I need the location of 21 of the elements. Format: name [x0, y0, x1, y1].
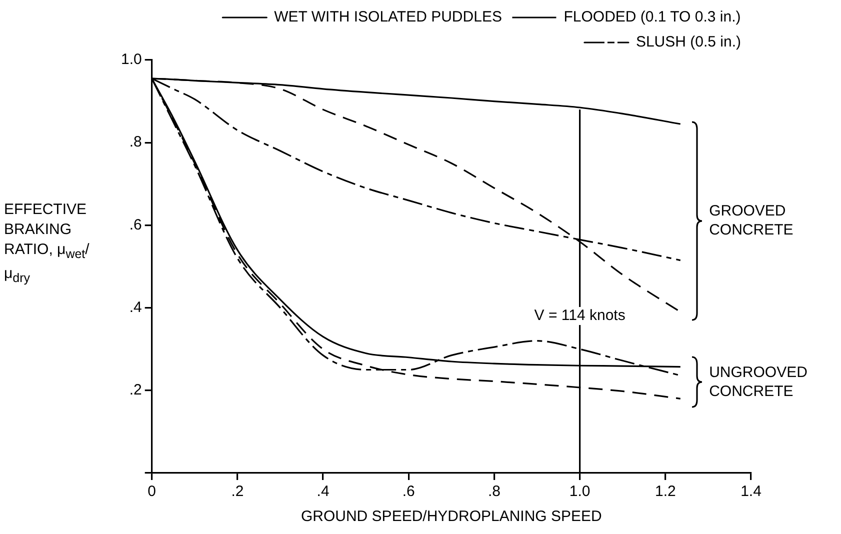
x-tick-label: 1.4 — [740, 483, 762, 500]
annotation: UNGROOVED CONCRETE — [709, 364, 808, 400]
legend-label: FLOODED (0.1 TO 0.3 in.) — [564, 8, 741, 26]
x-tick-label: 0 — [148, 483, 156, 500]
y-tick-label: .6 — [129, 216, 142, 234]
y-tick-label: .2 — [129, 382, 142, 399]
x-tick-label: .6 — [402, 483, 415, 500]
x-tick-label: 1.0 — [569, 483, 590, 500]
text: EFFECTIVE BRAKING RATIO, μ$_{wet}$/μ$_{dry}$ — [4, 201, 90, 285]
y-tick-label: .8 — [129, 134, 142, 151]
annotation: GROOVED CONCRETE — [709, 202, 794, 239]
x-axis-title: GROUND SPEED/HYDROPLANING SPEED — [300, 508, 602, 526]
legend-label: SLUSH (0.5 in.) — [636, 34, 742, 51]
annotation: V = 114 knots — [534, 307, 626, 324]
y-tick-label: 1.0 — [120, 51, 142, 68]
x-tick-label: 1.2 — [654, 483, 676, 500]
legend-label: WET WITH ISOLATED PUDDLES — [274, 8, 502, 26]
x-tick-label: .8 — [488, 483, 500, 500]
y-tick-label: .4 — [129, 298, 142, 316]
x-tick-label: .4 — [316, 483, 330, 500]
x-tick-label: .2 — [231, 483, 244, 500]
